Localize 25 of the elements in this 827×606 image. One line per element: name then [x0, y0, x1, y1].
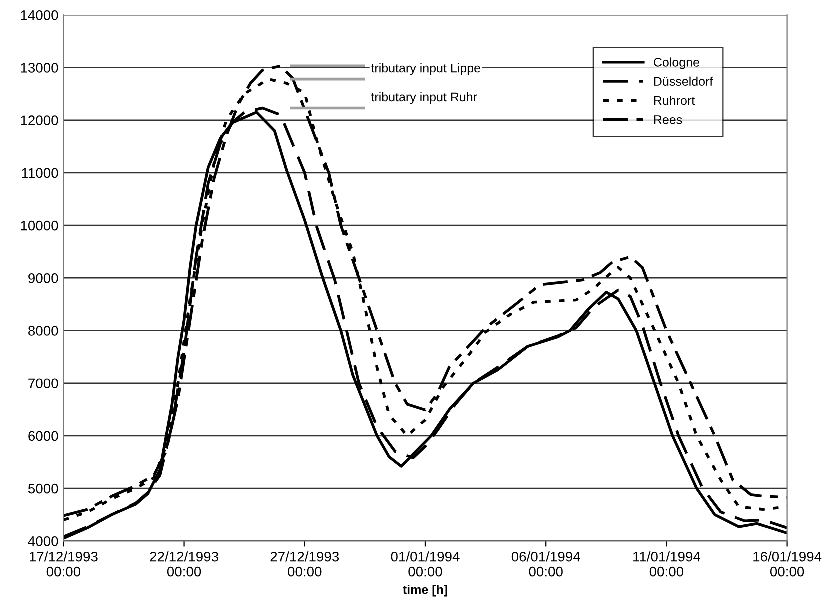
- legend-label: Düsseldorf: [654, 76, 714, 86]
- x-tick-label: 22/12/1993 00:00: [150, 552, 218, 577]
- x-axis-title: time [h]: [403, 585, 448, 597]
- legend-label: Cologne: [654, 58, 700, 70]
- y-tick-label: 11000: [22, 168, 58, 178]
- legend-label: Rees: [654, 116, 682, 124]
- x-tick-label: 06/01/1994 00:00: [512, 552, 580, 577]
- x-tick-label: 17/12/1993 00:00: [30, 552, 98, 577]
- ref-line-label: tributary input Lippe: [371, 64, 480, 76]
- y-tick-label: 13000: [21, 63, 58, 73]
- y-tick-label: 14000: [21, 10, 58, 20]
- y-tick-label: 6000: [28, 431, 58, 442]
- ref-line-label: tributary input Ruhr: [371, 92, 478, 104]
- y-tick-label: 8000: [28, 326, 58, 336]
- y-tick-label: 4000: [28, 536, 58, 546]
- x-tick-label: 16/01/1994 00:00: [754, 552, 822, 577]
- y-tick-label: 7000: [28, 378, 58, 389]
- x-tick-label: 11/01/1994 00:00: [634, 552, 701, 577]
- x-tick-label: 01/01/1994 00:00: [391, 552, 460, 577]
- x-tick-label: 27/12/1993 00:00: [270, 552, 340, 577]
- y-tick-label: 9000: [28, 273, 58, 284]
- y-tick-label: 10000: [21, 220, 58, 231]
- y-tick-label: 12000: [21, 116, 58, 126]
- legend-label: Ruhrort: [654, 96, 696, 106]
- y-tick-label: 5000: [28, 484, 58, 494]
